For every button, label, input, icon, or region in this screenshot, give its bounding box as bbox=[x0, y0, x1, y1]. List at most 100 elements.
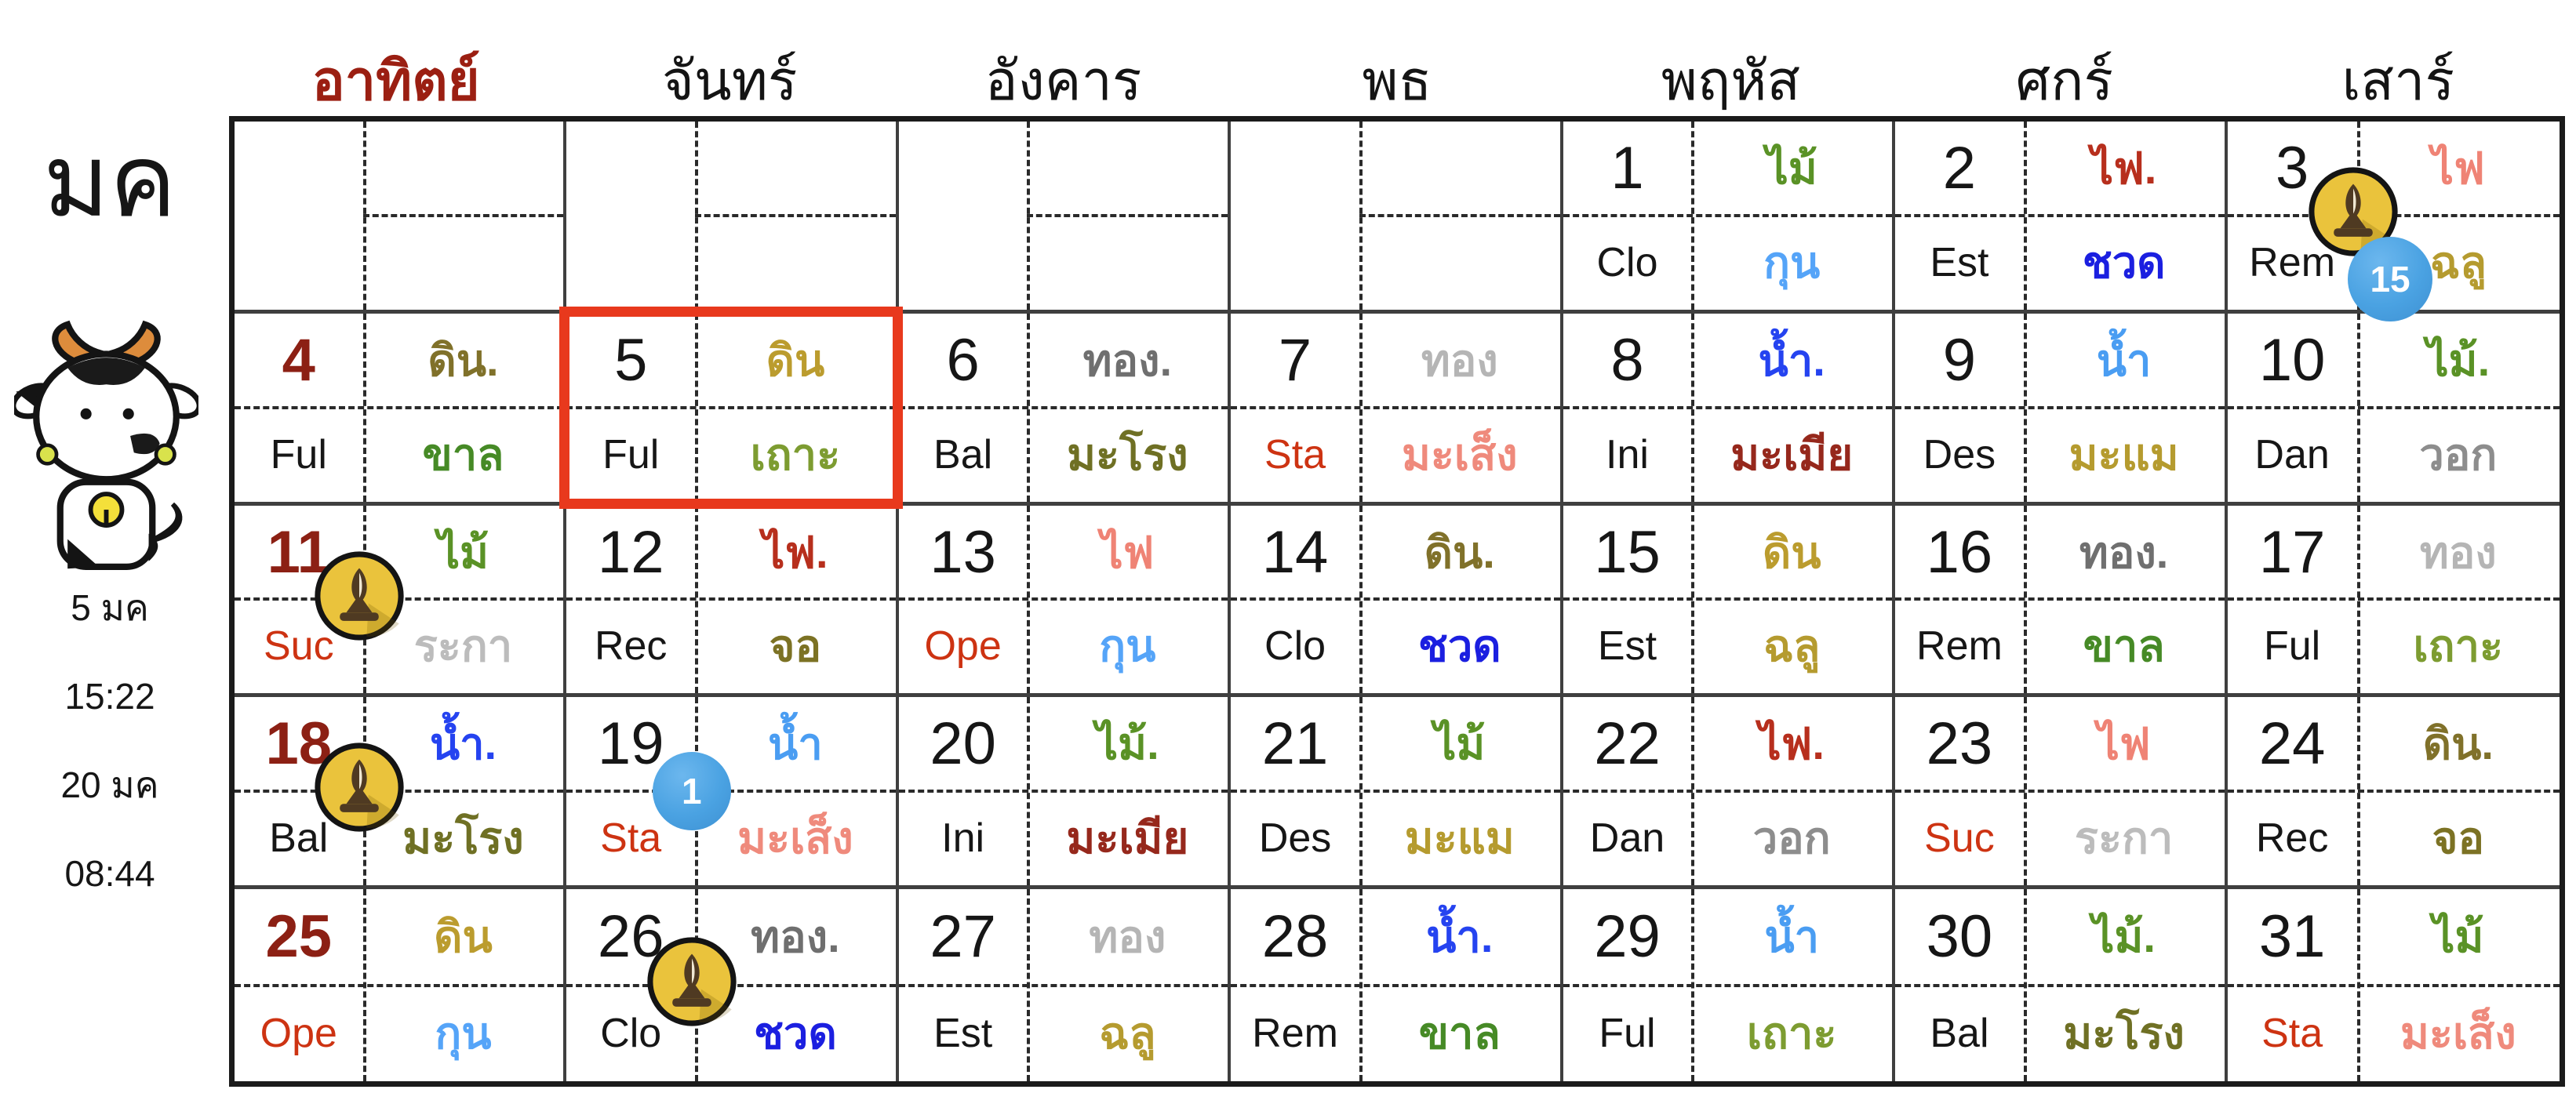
cell-horizontal-divider bbox=[1359, 213, 1560, 217]
day-cell-11[interactable]: 11 Suc ไม้ ระกา bbox=[235, 505, 567, 698]
day-number: 23 bbox=[1926, 710, 1993, 778]
calendar-grid: 1 Clo ไม้ กุน 2 Est ไฟ. ชวด 3 Rem ไฟ ฉลู 15 4 Ful ดิน. ข… bbox=[229, 116, 2565, 1087]
day-cell-15[interactable]: 15 Est ดิน ฉลู bbox=[1563, 505, 1896, 698]
sidebar-info-line-2: 20 มค bbox=[60, 764, 159, 805]
day-cell-17[interactable]: 17 Ful ทอง เถาะ bbox=[2227, 505, 2560, 698]
day-number: 25 bbox=[265, 903, 333, 971]
zodiac-label: จอ bbox=[769, 621, 822, 671]
zodiac-label: วอก bbox=[1752, 813, 1831, 863]
cell-horizontal-divider bbox=[1563, 213, 1893, 217]
sidebar-info-line-3: 08:44 bbox=[64, 853, 155, 894]
element-label: ไฟ. bbox=[2090, 143, 2157, 193]
day-cell-9[interactable]: 9 Des น้ำ มะแม bbox=[1895, 313, 2228, 506]
day-number: 15 bbox=[1594, 518, 1661, 586]
day-number: 14 bbox=[1261, 518, 1329, 586]
day-cell-5[interactable]: 5 Ful ดิน เถาะ bbox=[559, 306, 903, 509]
cell-horizontal-divider bbox=[1895, 597, 2225, 601]
stage-label: Bal bbox=[933, 431, 993, 478]
buddhist-day-icon bbox=[646, 935, 738, 1028]
stage-label: Rec bbox=[2255, 815, 2329, 862]
stage-label: Ini bbox=[941, 815, 985, 862]
cell-horizontal-divider bbox=[235, 405, 564, 409]
stage-label: Clo bbox=[1264, 623, 1326, 670]
day-cell-23[interactable]: 23 Suc ไฟ ระกา bbox=[1895, 697, 2228, 890]
sidebar-moon-times: 5 มค 15:22 20 มค 08:44 bbox=[6, 590, 213, 944]
day-cell-29[interactable]: 29 Ful น้ำ เถาะ bbox=[1563, 889, 1896, 1081]
day-number: 1 bbox=[1610, 134, 1644, 202]
element-label: ไม้ bbox=[2432, 912, 2484, 962]
stage-label: Rec bbox=[594, 623, 668, 670]
day-cell-2[interactable]: 2 Est ไฟ. ชวด bbox=[1895, 122, 2228, 314]
element-label: ไม้. bbox=[2092, 912, 2156, 962]
day-cell-26[interactable]: 26 Clo ทอง. ชวด bbox=[566, 889, 899, 1081]
stage-label: Sta bbox=[2261, 1010, 2323, 1056]
stage-label: Suc bbox=[1924, 815, 1995, 862]
day-cell-24[interactable]: 24 Rec ดิน. จอ bbox=[2227, 697, 2560, 890]
day-number: 2 bbox=[1942, 134, 1977, 202]
stage-label: Rem bbox=[1916, 623, 2003, 670]
day-cell-8[interactable]: 8 Ini น้ำ. มะเมีย bbox=[1563, 313, 1896, 506]
element-label: ดิน. bbox=[2422, 719, 2494, 769]
element-label: ไฟ bbox=[2431, 143, 2485, 193]
day-cell-18[interactable]: 18 Bal น้ำ. มะโรง bbox=[235, 697, 567, 890]
zodiac-label: ขาล bbox=[2083, 621, 2165, 671]
day-number: 6 bbox=[946, 326, 980, 394]
stage-label: Bal bbox=[1930, 1010, 1989, 1056]
cell-horizontal-divider bbox=[2227, 597, 2560, 601]
day-number: 30 bbox=[1926, 903, 1993, 971]
day-cell-28[interactable]: 28 Rem น้ำ. ขาล bbox=[1231, 889, 1563, 1081]
day-cell-12[interactable]: 12 Rec ไฟ. จอ bbox=[566, 505, 899, 698]
day-number: 21 bbox=[1261, 710, 1329, 778]
day-number: 17 bbox=[2258, 518, 2326, 586]
cell-horizontal-divider bbox=[566, 597, 896, 601]
day-cell-25[interactable]: 25 Ope ดิน กุน bbox=[235, 889, 567, 1081]
element-label: ไฟ. bbox=[762, 527, 828, 577]
cell-horizontal-divider bbox=[898, 597, 1228, 601]
day-number: 10 bbox=[2258, 326, 2326, 394]
day-cell-3[interactable]: 3 Rem ไฟ ฉลู 15 bbox=[2227, 122, 2560, 322]
zodiac-label: มะโรง bbox=[402, 813, 524, 863]
day-cell-16[interactable]: 16 Rem ทอง. ขาล bbox=[1895, 505, 2228, 698]
element-label: ไม้ bbox=[1434, 719, 1486, 769]
stage-label: Sta bbox=[600, 815, 662, 862]
cell-horizontal-divider bbox=[898, 405, 1228, 409]
day-cell-20[interactable]: 20 Ini ไม้. มะเมีย bbox=[898, 697, 1232, 890]
zodiac-label: ระกา bbox=[413, 621, 513, 671]
element-label: ดิน. bbox=[428, 335, 499, 385]
stage-label: Clo bbox=[600, 1010, 662, 1056]
day-number: 26 bbox=[597, 903, 664, 971]
day-cell-4[interactable]: 4 Ful ดิน. ขาล bbox=[235, 313, 567, 506]
zodiac-label: เถาะ bbox=[750, 429, 841, 479]
zodiac-label: มะเส็ง bbox=[1401, 429, 1518, 479]
day-cell-21[interactable]: 21 Des ไม้ มะแม bbox=[1231, 697, 1563, 890]
day-number: 18 bbox=[265, 710, 333, 778]
zodiac-label: ขาล bbox=[422, 429, 504, 479]
day-cell-13[interactable]: 13 Ope ไฟ กุน bbox=[898, 505, 1232, 698]
day-number: 8 bbox=[1610, 326, 1644, 394]
day-number: 24 bbox=[2258, 710, 2326, 778]
day-cell-30[interactable]: 30 Bal ไม้. มะโรง bbox=[1895, 889, 2228, 1081]
zodiac-label: มะเมีย bbox=[1066, 813, 1189, 863]
day-cell-14[interactable]: 14 Clo ดิน. ชวด bbox=[1231, 505, 1563, 698]
day-cell-27[interactable]: 27 Est ทอง ฉลู bbox=[898, 889, 1232, 1081]
element-label: ไฟ. bbox=[1759, 719, 1825, 769]
day-cell-19[interactable]: 19 Sta น้ำ มะเส็ง 1 bbox=[566, 697, 899, 890]
day-number: 29 bbox=[1594, 903, 1661, 971]
day-cell-31[interactable]: 31 Sta ไม้ มะเส็ง bbox=[2227, 889, 2560, 1081]
stage-label: Des bbox=[1923, 431, 1996, 478]
element-label: ดิน bbox=[1762, 527, 1821, 577]
day-cell-6[interactable]: 6 Bal ทอง. มะโรง bbox=[898, 313, 1232, 506]
zodiac-label: มะแม bbox=[2068, 429, 2179, 479]
zodiac-label: กุน bbox=[1763, 237, 1821, 287]
cell-horizontal-divider bbox=[1027, 213, 1228, 217]
day-number: 16 bbox=[1926, 518, 1993, 586]
day-cell-10[interactable]: 10 Dan ไม้. วอก bbox=[2227, 313, 2560, 506]
day-cell-7[interactable]: 7 Sta ทอง มะเส็ง bbox=[1231, 313, 1563, 506]
stage-label: Ini bbox=[1606, 431, 1649, 478]
element-label: น้ำ bbox=[1764, 912, 1820, 962]
day-cell-22[interactable]: 22 Dan ไฟ. วอก bbox=[1563, 697, 1896, 890]
day-cell-1[interactable]: 1 Clo ไม้ กุน bbox=[1563, 122, 1896, 314]
stage-label: Ful bbox=[602, 431, 660, 478]
stage-label: Des bbox=[1258, 815, 1332, 862]
element-label: ไม้ bbox=[1766, 143, 1817, 193]
